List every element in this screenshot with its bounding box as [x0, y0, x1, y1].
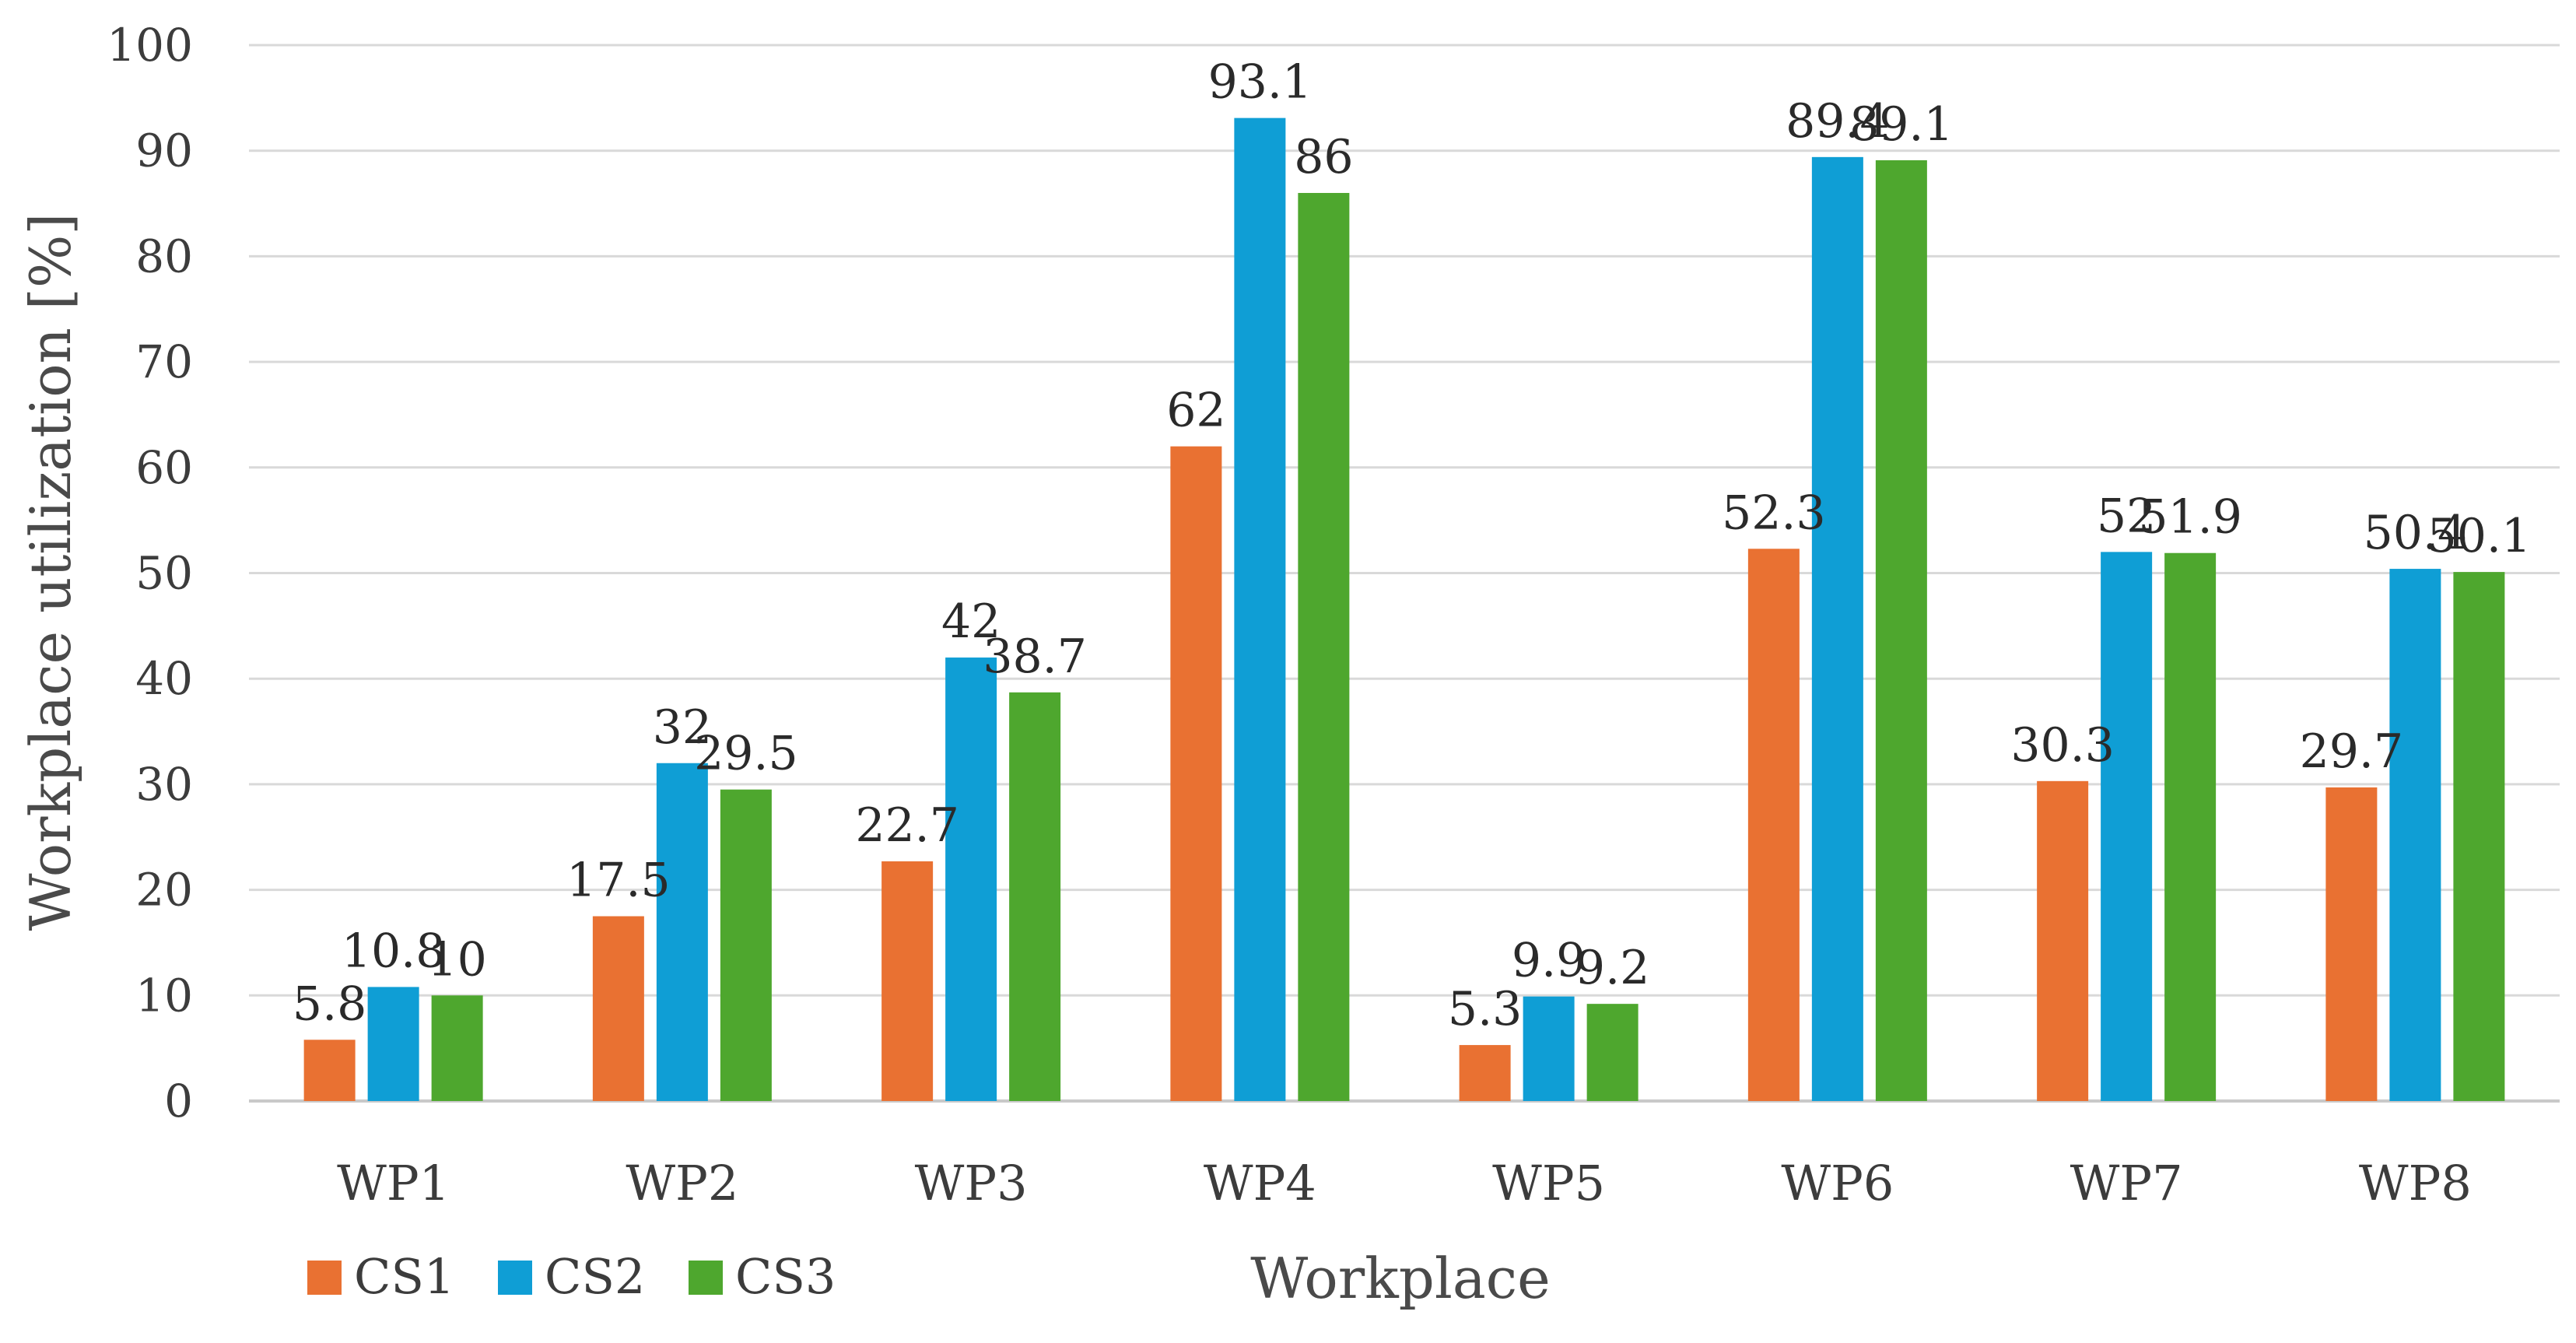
legend-label-cs2: CS2 — [545, 1248, 645, 1305]
bar-cs2-wp1 — [367, 987, 419, 1101]
bar-cs2-wp7 — [2101, 552, 2153, 1101]
data-label: 42 — [941, 594, 1001, 649]
legend-label-cs3: CS3 — [735, 1248, 836, 1305]
y-tick-label: 0 — [164, 1075, 193, 1127]
data-label: 10.8 — [342, 924, 446, 978]
y-tick-label: 80 — [135, 230, 193, 282]
bar-cs3-wp7 — [2164, 552, 2217, 1101]
data-label: 52.3 — [1722, 486, 1826, 540]
data-label: 93.1 — [1208, 55, 1313, 110]
x-tick-label: WP3 — [915, 1155, 1028, 1212]
x-tick-label: WP7 — [2070, 1155, 2183, 1212]
data-label: 22.7 — [855, 798, 959, 853]
data-label: 50.4 — [2364, 506, 2468, 560]
x-axis-ticks: WP1 WP2 WP3 WP4 WP5 WP6 WP7 WP8 — [337, 1155, 2472, 1212]
bar-cs3-wp5 — [1586, 1004, 1638, 1101]
x-tick-label: WP4 — [1204, 1155, 1316, 1212]
data-label: 29.5 — [694, 727, 798, 781]
bar-cs1-wp6 — [1747, 549, 1800, 1101]
bar-cs1-wp1 — [303, 1040, 356, 1101]
bar-cs1-wp5 — [1459, 1045, 1511, 1101]
data-label: 9.2 — [1575, 941, 1649, 995]
bar-cs1-wp4 — [1170, 446, 1222, 1101]
data-label: 5.8 — [293, 977, 366, 1031]
x-tick-label: WP6 — [1781, 1155, 1894, 1212]
bar-cs3-wp1 — [431, 995, 483, 1101]
x-tick-label: WP2 — [626, 1155, 738, 1212]
data-label: 52 — [2097, 489, 2156, 543]
bar-cs3-wp6 — [1875, 160, 1927, 1102]
legend-label-cs1: CS1 — [354, 1248, 454, 1305]
y-tick-label: 90 — [135, 124, 193, 177]
data-label: 51.9 — [2138, 490, 2242, 545]
bar-cs3-wp8 — [2453, 572, 2505, 1101]
x-axis-title: Workplace — [1250, 1246, 1551, 1311]
data-label: 10 — [427, 932, 486, 987]
data-label: 50.1 — [2427, 509, 2532, 563]
legend: CS1 CS2 CS3 — [307, 1248, 836, 1305]
legend-swatch-cs2 — [498, 1261, 532, 1295]
legend-swatch-cs3 — [689, 1261, 723, 1295]
bar-cs1-wp3 — [881, 861, 934, 1101]
bar-cs1-wp7 — [2037, 780, 2089, 1101]
bars — [303, 117, 2505, 1102]
bar-cs1-wp8 — [2325, 787, 2378, 1101]
data-label: 17.5 — [566, 854, 671, 908]
data-label: 62 — [1166, 384, 1225, 438]
bar-cs2-wp4 — [1234, 117, 1286, 1101]
y-tick-label: 10 — [135, 969, 193, 1022]
bar-cs2-wp6 — [1811, 156, 1863, 1101]
data-label: 30.3 — [2010, 718, 2115, 773]
bar-cs2-wp3 — [945, 657, 997, 1101]
bar-cs1-wp2 — [592, 916, 644, 1101]
data-label: 9.9 — [1512, 934, 1586, 988]
y-tick-label: 50 — [135, 547, 193, 600]
data-label: 29.7 — [2300, 724, 2404, 779]
bar-cs3-wp2 — [720, 789, 772, 1101]
bar-cs3-wp4 — [1298, 192, 1350, 1102]
y-axis-ticks: 0 10 20 30 40 50 60 70 80 90 100 — [107, 19, 193, 1127]
data-label: 38.7 — [983, 629, 1087, 684]
y-tick-label: 60 — [135, 441, 193, 494]
data-label: 5.3 — [1448, 982, 1522, 1036]
data-label: 86 — [1294, 130, 1353, 184]
x-tick-label: WP1 — [337, 1155, 450, 1212]
data-label: 89.4 — [1786, 94, 1890, 149]
x-tick-label: WP8 — [2359, 1155, 2472, 1212]
bar-cs3-wp3 — [1009, 692, 1061, 1101]
y-tick-label: 70 — [135, 335, 193, 388]
y-tick-label: 40 — [135, 652, 193, 705]
bar-cs2-wp5 — [1523, 996, 1575, 1101]
y-tick-label: 100 — [107, 19, 193, 72]
data-label: 89.1 — [1849, 97, 1954, 152]
x-tick-label: WP5 — [1492, 1155, 1605, 1212]
bar-cs2-wp2 — [656, 763, 708, 1101]
y-axis-title: Workplace utilization [%] — [18, 213, 83, 931]
bar-cs2-wp8 — [2389, 569, 2441, 1101]
legend-swatch-cs1 — [307, 1261, 342, 1295]
y-tick-label: 20 — [135, 864, 193, 917]
data-label: 32 — [653, 700, 712, 755]
y-tick-label: 30 — [135, 758, 193, 811]
